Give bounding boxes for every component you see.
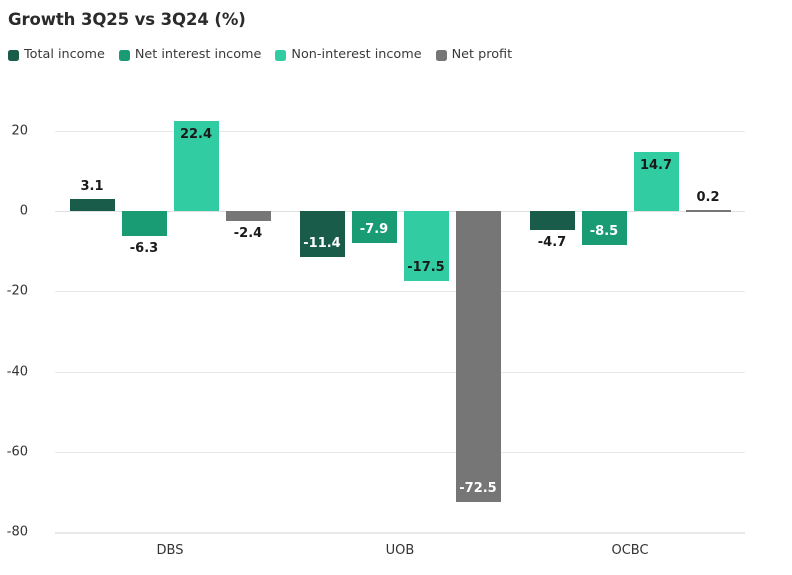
y-axis-tick-label: -80: [6, 524, 28, 540]
y-axis-tick-label: 20: [11, 123, 28, 139]
zero-line: [55, 211, 745, 213]
legend-swatch-icon: [8, 49, 19, 61]
y-axis-tick-label: -20: [6, 283, 28, 299]
x-axis-category-label: OCBC: [611, 543, 649, 558]
x-axis-category-label: DBS: [156, 543, 184, 558]
bar[interactable]: [529, 211, 575, 231]
bar[interactable]: [633, 152, 679, 212]
bar-value-label: -72.5: [459, 480, 497, 496]
gridline: [55, 291, 745, 293]
bar[interactable]: [403, 211, 449, 282]
x-axis-category-label: UOB: [385, 543, 415, 558]
bar-value-label: 0.2: [696, 190, 720, 206]
bar-value-label: -4.7: [537, 235, 567, 251]
gridline: [55, 371, 745, 373]
bar[interactable]: [69, 198, 115, 212]
legend-item[interactable]: Net profit: [435, 47, 513, 62]
bar-value-label: 22.4: [179, 127, 213, 143]
bar[interactable]: [455, 211, 501, 502]
x-axis: DBS UOB OCBC: [55, 533, 745, 574]
y-axis-tick-label: -40: [6, 364, 28, 380]
bar-value-label: -7.9: [359, 221, 389, 237]
plot-area: 3.1 -6.3 22.4 -2.4 -11.4 -7.9 -17.5 -72.5 -4.7 -8…: [55, 121, 745, 533]
legend-item[interactable]: Net interest income: [118, 47, 262, 62]
gridline: [55, 532, 745, 533]
chart-title: Growth 3Q25 vs 3Q24 (%): [8, 10, 246, 29]
bar-value-label: -11.4: [303, 235, 341, 251]
y-axis-tick-label: -60: [6, 444, 28, 460]
legend-label: Net profit: [451, 47, 513, 62]
bar[interactable]: [173, 121, 219, 212]
bar[interactable]: [351, 211, 397, 243]
bar[interactable]: [581, 211, 627, 246]
legend-label: Non-interest income: [291, 47, 422, 62]
legend-label: Net interest income: [134, 47, 262, 62]
legend-item[interactable]: Non-interest income: [275, 47, 422, 62]
legend-label: Total income: [24, 47, 105, 62]
bar-value-label: -2.4: [233, 225, 263, 241]
bar[interactable]: [685, 210, 731, 213]
chart-legend: Total income Net interest income Non-inter…: [8, 47, 513, 62]
bar[interactable]: [121, 211, 167, 237]
gridline: [55, 131, 745, 132]
legend-swatch-icon: [275, 49, 287, 61]
bar-value-label: -8.5: [589, 224, 619, 240]
gridline: [55, 451, 745, 453]
bar-value-label: -6.3: [129, 241, 159, 257]
bar-value-label: 14.7: [639, 158, 673, 174]
y-axis-tick-label: 0: [19, 203, 28, 219]
legend-swatch-icon: [118, 49, 130, 61]
legend-swatch-icon: [435, 49, 447, 61]
bar[interactable]: [225, 211, 271, 221]
legend-item[interactable]: Total income: [8, 47, 105, 62]
bar-value-label: 3.1: [80, 178, 104, 194]
bar-value-label: -17.5: [407, 260, 445, 276]
bar[interactable]: [299, 211, 345, 257]
